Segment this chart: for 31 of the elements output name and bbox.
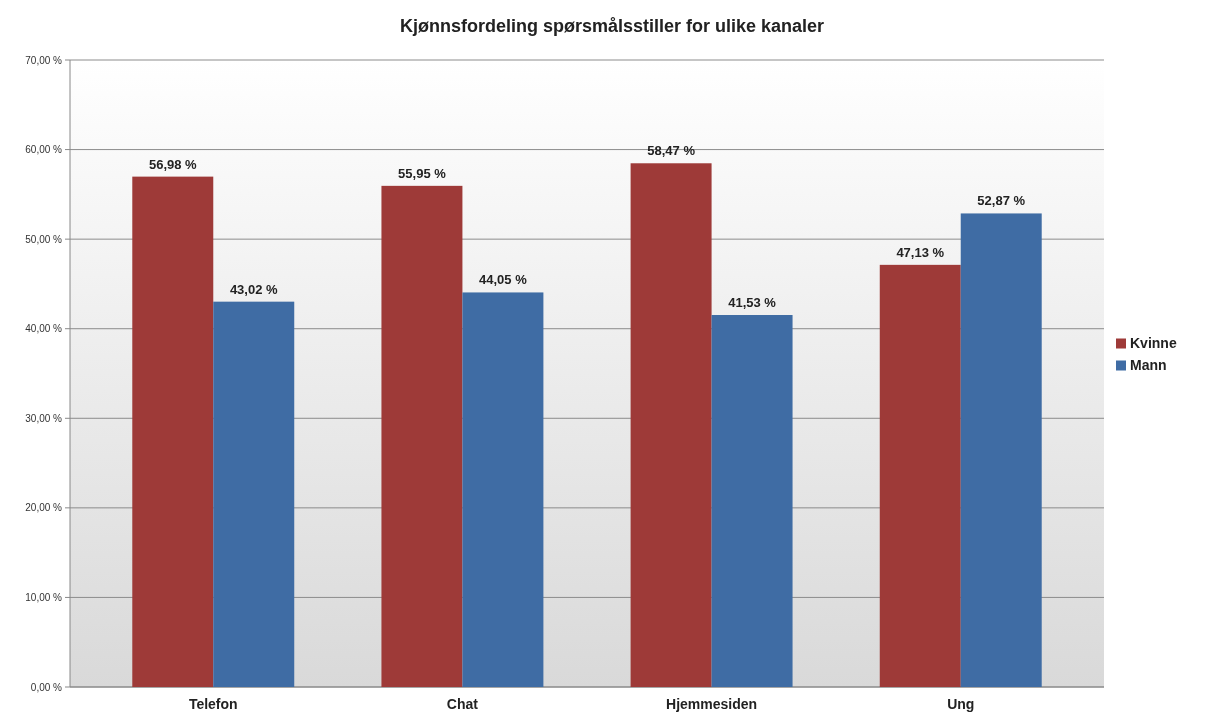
- y-tick-label: 70,00 %: [25, 54, 63, 66]
- data-label: 58,47 %: [647, 143, 696, 159]
- data-label: 44,05 %: [479, 272, 528, 288]
- y-tick-label: 40,00 %: [25, 323, 63, 335]
- y-tick-label: 10,00 %: [25, 591, 63, 603]
- bar: [711, 315, 793, 687]
- x-tick-label: Chat: [446, 696, 479, 712]
- y-tick-label: 60,00 %: [25, 144, 63, 156]
- data-label: 55,95 %: [398, 165, 447, 181]
- y-tick-label: 20,00 %: [25, 502, 63, 514]
- y-tick-label: 0,00 %: [30, 681, 63, 693]
- bar: [630, 163, 712, 687]
- data-label: 47,13 %: [896, 244, 945, 260]
- bar: [213, 301, 295, 687]
- y-tick-label: 50,00 %: [25, 233, 63, 245]
- bar: [381, 185, 463, 687]
- legend-label: Kvinne: [1130, 335, 1177, 352]
- x-tick-label: Hjemmesiden: [666, 696, 758, 712]
- bar: [960, 213, 1042, 687]
- x-tick-label: Telefon: [188, 696, 238, 712]
- x-tick-label: Ung: [947, 696, 975, 712]
- bar: [132, 176, 214, 687]
- data-label: 41,53 %: [728, 295, 777, 311]
- bar: [462, 292, 544, 687]
- legend-label: Mann: [1130, 357, 1167, 374]
- bar: [879, 264, 961, 687]
- data-label: 52,87 %: [977, 193, 1026, 209]
- data-label: 43,02 %: [229, 281, 279, 297]
- data-label: 56,98 %: [148, 156, 198, 172]
- chart-title: Kjønnsfordeling spørsmålsstiller for ulike kanaler: [399, 16, 825, 36]
- y-tick-label: 30,00 %: [25, 412, 63, 424]
